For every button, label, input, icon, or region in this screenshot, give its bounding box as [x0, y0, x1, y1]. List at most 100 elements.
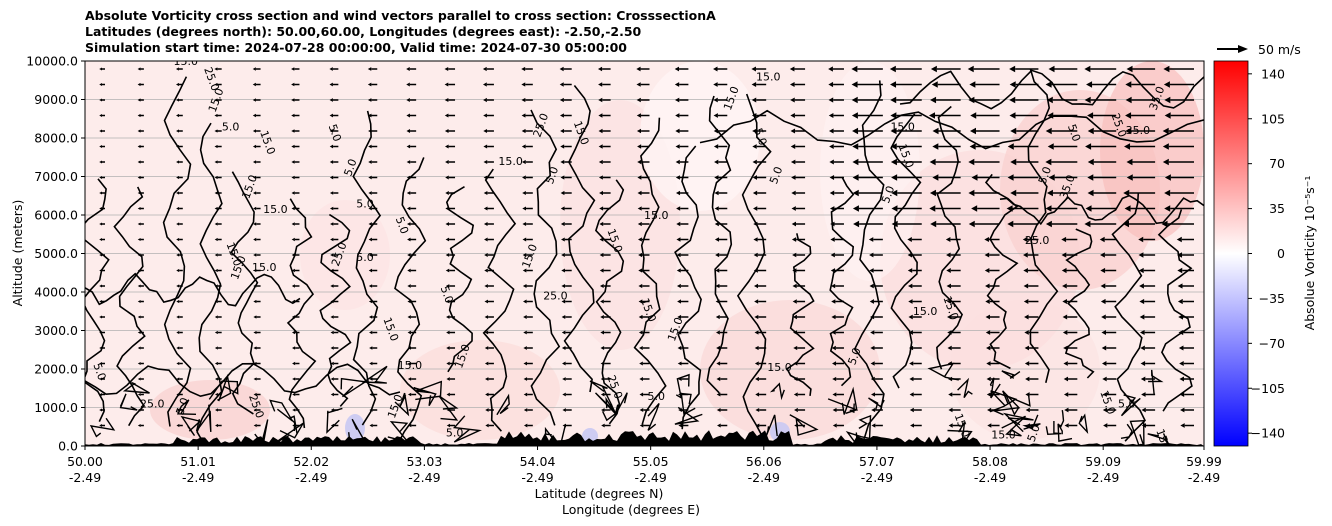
wind-vector-head	[561, 252, 565, 258]
wind-vector-head	[1164, 205, 1171, 212]
wind-vector-head	[1140, 361, 1146, 366]
quiver-key-label: 50 m/s	[1258, 42, 1301, 57]
x-axis: 50.00-2.4951.01-2.4952.02-2.4953.03-2.49…	[67, 446, 1222, 485]
wind-vector-head	[891, 205, 898, 212]
wind-vector-head	[987, 423, 992, 428]
wind-vector-head	[522, 237, 527, 242]
wind-vector-head	[908, 299, 913, 304]
wind-vector-head	[483, 222, 488, 226]
wind-vector-head	[291, 113, 295, 118]
wind-vector-head	[444, 82, 449, 87]
wind-vector-head	[676, 252, 681, 258]
wind-vector-head	[562, 392, 566, 397]
wind-vector-head	[176, 392, 180, 397]
contour-line	[736, 93, 772, 441]
wind-vector-head	[252, 160, 257, 164]
contour-line-lowlevel	[957, 377, 973, 398]
wind-vector-head	[1061, 267, 1067, 274]
wind-vector-head	[1063, 392, 1069, 397]
wind-vector-head	[890, 81, 897, 88]
wind-vector-head	[292, 346, 296, 350]
wind-vector-head	[253, 330, 257, 335]
wind-vector-head	[909, 407, 914, 413]
y-tick-label: 7000.0	[34, 169, 78, 184]
contour-label: 5.0	[543, 165, 561, 186]
wind-vector-head	[1162, 158, 1169, 166]
shading-patch	[950, 300, 1100, 440]
wind-vector-head	[1100, 283, 1106, 289]
wind-vector-head	[445, 253, 450, 257]
wind-vector-head	[444, 113, 449, 118]
wind-vector-head	[1124, 143, 1131, 150]
wind-vector-head	[890, 96, 897, 104]
wind-vector-head	[368, 253, 373, 257]
chart-title-line-3: Simulation start time: 2024-07-28 00:00:…	[85, 40, 627, 55]
wind-vector-head	[752, 159, 757, 165]
wind-vector-head	[484, 237, 488, 242]
wind-vector-head	[1102, 376, 1107, 382]
wind-vector-head	[561, 330, 566, 335]
wind-vector-head	[829, 190, 835, 196]
wind-vector-head	[1048, 174, 1055, 181]
wind-vector-head	[674, 82, 680, 87]
contour-line-lowlevel	[452, 415, 482, 443]
wind-vector-head	[99, 377, 102, 381]
wind-vector-head	[1063, 345, 1068, 351]
wind-vector-head	[677, 345, 682, 351]
wind-vector-head	[1099, 236, 1105, 243]
wind-vector-head	[406, 160, 411, 164]
chart-title-line-2: Latitudes (degrees north): 50.00,60.00, …	[85, 24, 642, 39]
contour-line	[1111, 192, 1146, 442]
wind-vector-head	[291, 237, 295, 242]
wind-vector-head	[330, 392, 334, 397]
wind-vector-head	[637, 237, 642, 242]
wind-vector-head	[446, 377, 450, 381]
colorbar-tick-label: −35	[1259, 291, 1285, 306]
wind-vector-head	[559, 97, 564, 103]
contour-line-lowlevel	[394, 392, 410, 417]
wind-vector-head	[909, 361, 914, 366]
wind-vector-head	[753, 283, 759, 289]
wind-vector-head	[1009, 65, 1016, 73]
wind-vector-head	[484, 284, 488, 288]
wind-vector-head	[891, 174, 898, 181]
wind-vector-head	[253, 423, 257, 428]
colorbar-gradient	[1213, 60, 1249, 447]
contour-line-lowlevel	[1057, 423, 1073, 442]
contour-label: 15.0	[263, 203, 288, 216]
wind-vector-head	[1063, 376, 1069, 382]
y-tick-label: 9000.0	[34, 92, 78, 107]
wind-vector-head	[521, 159, 526, 165]
wind-vector-head	[560, 128, 565, 134]
wind-vector-head	[406, 82, 410, 87]
x-tick-label-lon: -2.49	[408, 470, 440, 485]
wind-vector-head	[1084, 220, 1091, 228]
wind-vector-head	[176, 253, 180, 257]
contour-line-lowlevel	[195, 404, 212, 432]
colorbar-ticks: 140 105 70 35 0 −35 −70 −105 −140	[1248, 66, 1285, 441]
wind-vector-head	[560, 144, 565, 149]
wind-vector-head	[99, 299, 102, 304]
wind-vector-head	[446, 423, 451, 428]
wind-vector-head	[754, 314, 759, 320]
contour-line	[699, 109, 1204, 150]
wind-vector-head	[329, 98, 333, 102]
wind-vector-head	[253, 361, 257, 366]
wind-vector-head	[367, 98, 372, 102]
x-tick-label-lon: -2.49	[634, 470, 666, 485]
x-tick-label-lat: 50.00	[67, 454, 103, 469]
wind-vector-head	[1024, 330, 1029, 335]
wind-vector-head	[930, 220, 937, 228]
wind-vector-head	[599, 268, 604, 273]
wind-vector-head	[636, 128, 642, 134]
wind-vector-head	[484, 315, 489, 319]
wind-vector-head	[600, 299, 604, 304]
wind-vector-head	[1062, 298, 1067, 305]
wind-vector-head	[600, 346, 605, 350]
wind-vector-head	[523, 423, 528, 428]
wind-vector-head	[637, 159, 642, 165]
wind-vector-head	[176, 330, 180, 335]
wind-vector-head	[832, 407, 837, 413]
wind-vector-head	[1009, 112, 1016, 119]
wind-vector-head	[562, 408, 566, 412]
